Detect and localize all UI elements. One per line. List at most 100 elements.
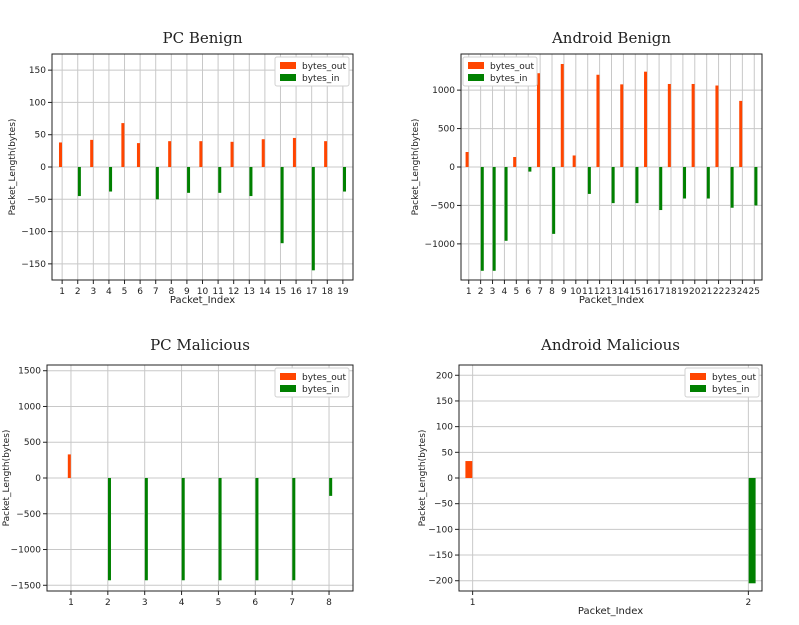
x-tick-label: 8 <box>326 598 332 608</box>
x-tick-label: 25 <box>749 287 760 297</box>
bar-bytes_out <box>230 141 234 167</box>
x-tick-label: 4 <box>106 287 112 297</box>
y-tick-label: −500 <box>430 201 455 211</box>
y-tick-label: 1500 <box>18 367 41 377</box>
x-tick-label: 11 <box>582 287 593 297</box>
x-tick-label: 13 <box>244 287 255 297</box>
y-axis-label: Packet_Length(bytes) <box>411 119 421 216</box>
x-tick-label: 2 <box>105 598 111 608</box>
y-tick-label: −1000 <box>425 240 456 250</box>
x-tick-label: 3 <box>90 287 96 297</box>
x-tick-label: 12 <box>228 287 239 297</box>
x-tick-label: 2 <box>745 598 751 608</box>
bar-bytes_out <box>67 454 71 478</box>
x-tick-label: 14 <box>259 287 271 297</box>
bar-bytes_out <box>596 74 600 167</box>
y-tick-label: 200 <box>436 371 453 381</box>
bar-bytes_in <box>611 167 615 204</box>
y-tick-label: 500 <box>438 125 455 135</box>
x-tick-label: 8 <box>549 287 555 297</box>
y-tick-label: 0 <box>447 474 453 484</box>
legend-swatch-bytes_in <box>468 74 484 81</box>
bar-bytes_out <box>667 83 671 167</box>
x-tick-label: 4 <box>179 598 185 608</box>
x-tick-label: 23 <box>725 287 736 297</box>
x-tick-label: 22 <box>713 287 724 297</box>
legend-swatch-bytes_out <box>280 62 296 69</box>
x-tick-label: 8 <box>168 287 174 297</box>
bar-bytes_in <box>292 478 296 581</box>
chart-title: PC Malicious <box>150 336 250 354</box>
bar-bytes_in <box>249 167 253 197</box>
bar-bytes_in <box>181 478 185 581</box>
y-tick-label: −500 <box>16 510 41 520</box>
y-tick-label: −150 <box>21 260 46 270</box>
bar-bytes_out <box>620 84 624 167</box>
x-tick-label: 24 <box>737 287 749 297</box>
legend-swatch-bytes_in <box>690 385 706 392</box>
bar-bytes_in <box>730 167 734 208</box>
x-tick-label: 2 <box>478 287 484 297</box>
bar-bytes_out <box>560 63 564 168</box>
x-tick-label: 3 <box>142 598 148 608</box>
x-tick-label: 15 <box>275 287 286 297</box>
y-tick-label: −1000 <box>11 546 42 556</box>
bar-bytes_in <box>587 167 591 194</box>
y-axis-label: Packet_Length(bytes) <box>2 430 12 527</box>
x-tick-label: 9 <box>184 287 190 297</box>
bar-bytes_in <box>343 167 347 192</box>
legend-swatch-bytes_in <box>280 74 296 81</box>
x-tick-label: 7 <box>537 287 543 297</box>
bar-bytes_in <box>187 167 191 193</box>
bar-bytes_in <box>635 167 639 204</box>
x-tick-label: 1 <box>466 287 472 297</box>
legend: bytes_out bytes_in <box>462 56 538 87</box>
x-tick-label: 16 <box>641 287 653 297</box>
x-tick-label: 3 <box>490 287 496 297</box>
bar-bytes_in <box>218 167 222 193</box>
bar-bytes_out <box>199 141 203 167</box>
y-tick-label: 1000 <box>18 402 41 412</box>
x-tick-label: 10 <box>197 287 209 297</box>
legend-label-bytes_in: bytes_in <box>302 74 340 84</box>
y-tick-label: 0 <box>35 474 41 484</box>
y-tick-label: 500 <box>24 438 41 448</box>
bar-bytes_in <box>155 167 159 200</box>
y-tick-label: −1500 <box>11 581 42 591</box>
bar-bytes_in <box>255 478 259 581</box>
legend-swatch-bytes_out <box>468 62 484 69</box>
x-tick-label: 5 <box>513 287 519 297</box>
bar-bytes_in <box>107 478 111 581</box>
bar-bytes_in <box>329 478 333 496</box>
bar-bytes_out <box>292 137 296 167</box>
y-tick-label: −50 <box>27 195 46 205</box>
y-tick-label: −150 <box>428 551 453 561</box>
x-tick-label: 20 <box>689 287 701 297</box>
x-tick-label: 11 <box>212 287 223 297</box>
bar-bytes_in <box>552 167 556 234</box>
x-tick-label: 15 <box>630 287 641 297</box>
chart-title: PC Benign <box>163 29 243 47</box>
y-tick-label: 1000 <box>432 86 455 96</box>
legend-swatch-bytes_out <box>280 373 296 380</box>
legend-swatch-bytes_out <box>690 373 706 380</box>
x-tick-label: 18 <box>665 287 677 297</box>
bar-bytes_out <box>465 461 473 478</box>
bar-bytes_out <box>58 142 62 167</box>
bar-bytes_in <box>218 478 222 581</box>
x-tick-label: 2 <box>75 287 81 297</box>
legend-label-bytes_out: bytes_out <box>302 373 347 383</box>
plot-frame <box>51 53 354 281</box>
legend: bytes_out bytes_in <box>684 367 760 398</box>
bar-bytes_in <box>754 167 758 206</box>
bar-bytes_in <box>311 167 315 271</box>
bar-bytes_in <box>748 478 756 584</box>
bar-bytes_in <box>109 167 113 192</box>
bar-bytes_in <box>480 167 484 271</box>
x-tick-label: 1 <box>68 598 74 608</box>
bar-bytes_out <box>465 152 469 167</box>
y-tick-label: 50 <box>35 131 47 141</box>
